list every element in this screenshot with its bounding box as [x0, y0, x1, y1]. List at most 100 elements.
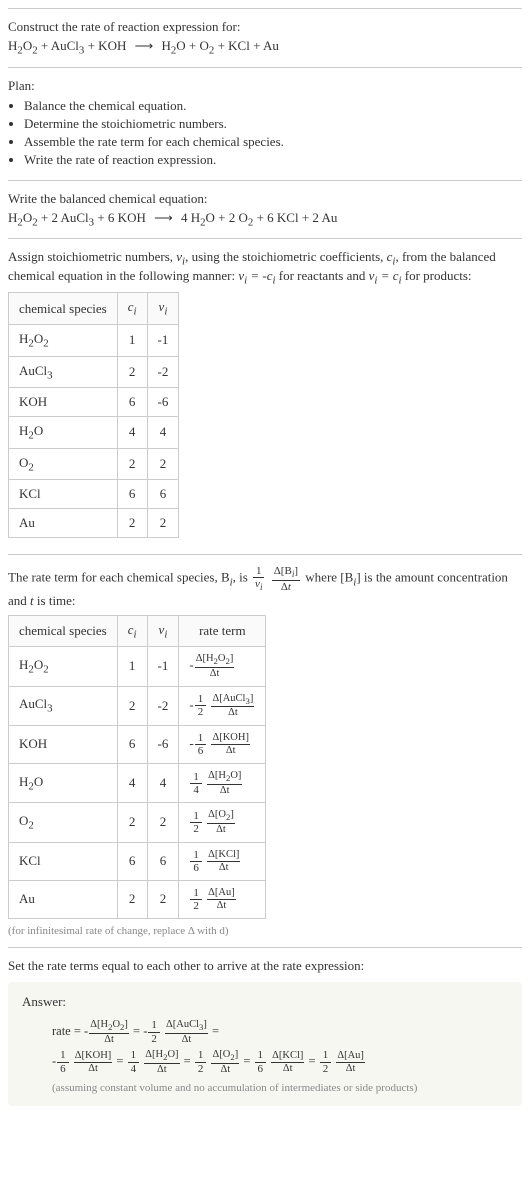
- table-row: H2O21-1: [9, 324, 179, 356]
- table-row: KCl6616 Δ[KCl]Δt: [9, 842, 266, 880]
- plan-section: Plan: Balance the chemical equation. Dete…: [8, 67, 522, 180]
- final-title: Set the rate terms equal to each other t…: [8, 958, 522, 974]
- nu-eq: νi = ci: [369, 268, 402, 283]
- balanced-equation: H2O2 + 2 AuCl3 + 6 KOH ⟶ 4 H2O + 2 O2 + …: [8, 210, 522, 229]
- plan-item: Write the rate of reaction expression.: [24, 152, 522, 168]
- table-row: AuCl32-2: [9, 356, 179, 388]
- rate-term: 16 Δ[KCl]Δt: [254, 1054, 306, 1068]
- answer-label: Answer:: [22, 994, 508, 1010]
- dBi-frac: Δ[Bi]Δt: [272, 565, 300, 592]
- table-cell: -1: [147, 647, 179, 686]
- table-row: O22212 Δ[O2]Δt: [9, 803, 266, 842]
- rateterm-hint: (for infinitesimal rate of change, repla…: [8, 925, 522, 937]
- table-cell: AuCl3: [9, 356, 118, 388]
- table-row: Au22: [9, 509, 179, 538]
- table-header: νi: [147, 293, 179, 325]
- rate-label: rate: [52, 1024, 71, 1038]
- table-header: ci: [117, 293, 147, 325]
- answer-note: (assuming constant volume and no accumul…: [22, 1082, 508, 1094]
- table-cell: 2: [117, 803, 147, 842]
- balanced-section: Write the balanced chemical equation: H2…: [8, 180, 522, 239]
- rate-term: 12 Δ[Au]Δt: [319, 1054, 366, 1068]
- rateterm-section: The rate term for each chemical species,…: [8, 554, 522, 947]
- plan-item: Balance the chemical equation.: [24, 98, 522, 114]
- table-cell: 14 Δ[H2O]Δt: [179, 764, 266, 803]
- table-cell: 2: [147, 509, 179, 538]
- assign-text: Assign stoichiometric numbers, νi, using…: [8, 249, 522, 286]
- table-header: chemical species: [9, 615, 118, 647]
- answer-equation: rate = -Δ[H2O2]Δt = -12 Δ[AuCl3]Δt = -16…: [22, 1016, 508, 1076]
- answer-box: Answer: rate = -Δ[H2O2]Δt = -12 Δ[AuCl3]…: [8, 982, 522, 1106]
- table-cell: 2: [117, 509, 147, 538]
- table-cell: 6: [117, 480, 147, 509]
- rate-term: 14 Δ[H2O]Δt: [127, 1054, 181, 1068]
- nu-symbol: νi: [176, 249, 185, 264]
- eq-lhs: H2O2 + 2 AuCl3 + 6 KOH: [8, 210, 146, 225]
- table-cell: H2O: [9, 764, 118, 803]
- table-cell: 2: [117, 356, 147, 388]
- table-cell: 2: [117, 880, 147, 918]
- table-cell: 6: [117, 842, 147, 880]
- plan-title: Plan:: [8, 78, 522, 94]
- table-cell: 1: [117, 647, 147, 686]
- table-cell: 12 Δ[Au]Δt: [179, 880, 266, 918]
- table-row: KOH6-6-16 Δ[KOH]Δt: [9, 725, 266, 763]
- rate-term: -16 Δ[KOH]Δt: [52, 1054, 113, 1068]
- prompt-text: Construct the rate of reaction expressio…: [8, 19, 522, 35]
- table-cell: -2: [147, 356, 179, 388]
- table-cell: H2O: [9, 417, 118, 449]
- final-section: Set the rate terms equal to each other t…: [8, 947, 522, 1116]
- plan-list: Balance the chemical equation. Determine …: [8, 98, 522, 168]
- table-cell: 4: [147, 417, 179, 449]
- table-cell: KOH: [9, 725, 118, 763]
- table-row: O222: [9, 448, 179, 480]
- table-cell: 4: [117, 417, 147, 449]
- table-cell: 4: [147, 764, 179, 803]
- table-cell: H2O2: [9, 647, 118, 686]
- table-cell: 2: [147, 448, 179, 480]
- plan-item: Assemble the rate term for each chemical…: [24, 134, 522, 150]
- assign-text-part: for reactants and: [276, 268, 369, 283]
- eq-rhs: 4 H2O + 2 O2 + 6 KCl + 2 Au: [181, 210, 337, 225]
- balanced-title: Write the balanced chemical equation:: [8, 191, 522, 207]
- table-cell: -6: [147, 725, 179, 763]
- rate-term: -Δ[H2O2]Δt: [84, 1024, 130, 1038]
- table-cell: -6: [147, 388, 179, 417]
- table-cell: 2: [147, 803, 179, 842]
- table-cell: 16 Δ[KCl]Δt: [179, 842, 266, 880]
- rateterm-text-part: is time:: [34, 593, 76, 608]
- table-cell: 2: [117, 686, 147, 725]
- plan-item: Determine the stoichiometric numbers.: [24, 116, 522, 132]
- table-row: H2O44: [9, 417, 179, 449]
- table-row: KCl66: [9, 480, 179, 509]
- table-header: ci: [117, 615, 147, 647]
- assign-text-part: , using the stoichiometric coefficients,: [185, 249, 387, 264]
- assign-section: Assign stoichiometric numbers, νi, using…: [8, 238, 522, 554]
- table-cell: -1: [147, 324, 179, 356]
- table-cell: 4: [117, 764, 147, 803]
- table-header: chemical species: [9, 293, 118, 325]
- table-cell: -16 Δ[KOH]Δt: [179, 725, 266, 763]
- table-cell: -2: [147, 686, 179, 725]
- table-row: H2O4414 Δ[H2O]Δt: [9, 764, 266, 803]
- table-header: νi: [147, 615, 179, 647]
- assign-text-part: for products:: [402, 268, 472, 283]
- table-row: H2O21-1-Δ[H2O2]Δt: [9, 647, 266, 686]
- table-cell: 1: [117, 324, 147, 356]
- table-cell: H2O2: [9, 324, 118, 356]
- table-cell: O2: [9, 803, 118, 842]
- rateterm-text-part: where [B: [305, 570, 353, 585]
- nu-eq: νi = -ci: [238, 268, 275, 283]
- rateterm-text-part: The rate term for each chemical species,…: [8, 570, 230, 585]
- unbalanced-equation: H2O2 + AuCl3 + KOH ⟶ H2O + O2 + KCl + Au: [8, 38, 522, 57]
- table-header: rate term: [179, 615, 266, 647]
- table-cell: Au: [9, 509, 118, 538]
- table-cell: O2: [9, 448, 118, 480]
- table-cell: AuCl3: [9, 686, 118, 725]
- table-cell: KOH: [9, 388, 118, 417]
- table-cell: 6: [147, 842, 179, 880]
- table-cell: KCl: [9, 842, 118, 880]
- table-cell: Au: [9, 880, 118, 918]
- table-cell: -Δ[H2O2]Δt: [179, 647, 266, 686]
- rate-term: -12 Δ[AuCl3]Δt: [143, 1024, 209, 1038]
